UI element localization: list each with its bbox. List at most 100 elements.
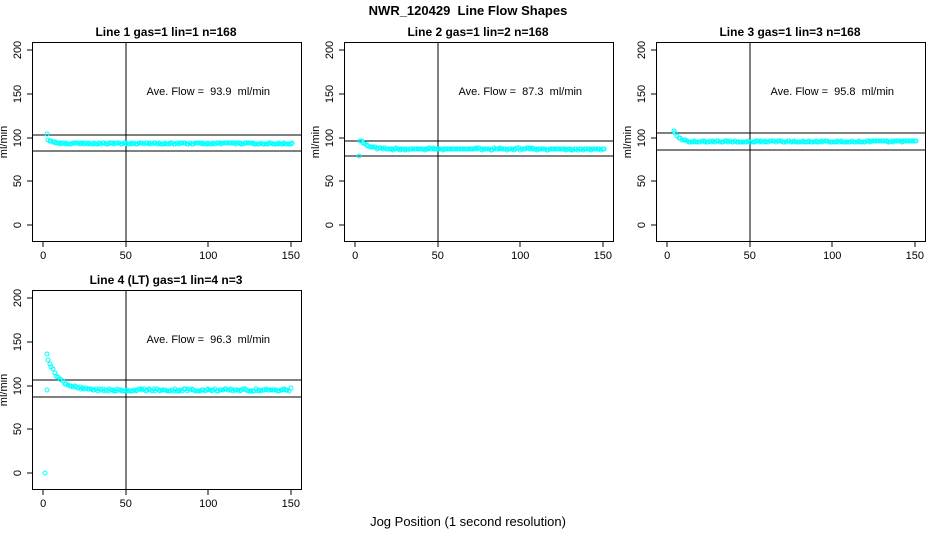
x-tick bbox=[42, 242, 44, 247]
x-axis-label: Jog Position (1 second resolution) bbox=[370, 514, 566, 529]
x-tick bbox=[207, 490, 209, 495]
y-tick bbox=[339, 93, 344, 95]
y-tick bbox=[27, 428, 32, 430]
x-tick bbox=[125, 242, 127, 247]
x-tick bbox=[749, 242, 751, 247]
y-tick-label: 200 bbox=[636, 41, 648, 60]
y-tick bbox=[651, 180, 656, 182]
subplot-title: Line 2 gas=1 lin=2 n=168 bbox=[407, 25, 549, 39]
data-point bbox=[601, 146, 607, 152]
x-tick-label: 150 bbox=[281, 498, 300, 510]
y-tick-label: 200 bbox=[324, 41, 336, 60]
plot-area: ml/min Ave. Flow = 87.3 ml/min 0 50 100 150… bbox=[310, 41, 614, 262]
plot-area: ml/min Ave. Flow = 96.3 ml/min 0 50 100 150… bbox=[0, 289, 302, 510]
flow-tolerance-line bbox=[33, 150, 301, 152]
x-tick-label: 0 bbox=[40, 498, 47, 510]
plot-area: ml/min Ave. Flow = 93.9 ml/min 0 50 100 150… bbox=[0, 41, 302, 262]
y-tick-label: 100 bbox=[324, 128, 336, 147]
y-tick-label: 150 bbox=[636, 84, 648, 104]
x-tick-label: 0 bbox=[352, 250, 359, 262]
subplot-title: Line 3 gas=1 lin=3 n=168 bbox=[719, 25, 861, 39]
y-tick-label: 50 bbox=[12, 423, 24, 436]
y-tick bbox=[651, 224, 656, 226]
x-tick bbox=[831, 242, 833, 247]
x-tick bbox=[666, 242, 668, 247]
x-tick bbox=[914, 242, 916, 247]
subplot-line-1: Line 1 gas=1 lin=1 n=168 ml/min Ave. Flo… bbox=[0, 22, 312, 268]
x-tick bbox=[290, 242, 292, 247]
y-tick-label: 200 bbox=[12, 289, 24, 308]
x-tick bbox=[42, 490, 44, 495]
ave-flow-annotation: Ave. Flow = 93.9 ml/min bbox=[146, 86, 271, 99]
x-tick-label: 0 bbox=[40, 250, 47, 262]
y-tick bbox=[339, 180, 344, 182]
y-tick-label: 50 bbox=[12, 175, 24, 188]
y-tick-label: 100 bbox=[636, 128, 648, 147]
data-point bbox=[286, 388, 292, 394]
subplot-title: Line 4 (LT) gas=1 lin=4 n=3 bbox=[89, 273, 243, 287]
x-tick-label: 0 bbox=[664, 250, 671, 262]
y-axis-label: ml/min bbox=[0, 125, 10, 159]
data-point bbox=[44, 351, 50, 357]
y-tick bbox=[339, 137, 344, 139]
y-tick bbox=[651, 49, 656, 51]
ave-flow-annotation: Ave. Flow = 87.3 ml/min bbox=[458, 86, 583, 99]
subplot-line-4: Line 4 (LT) gas=1 lin=4 n=3 ml/min Ave. … bbox=[0, 270, 312, 516]
x-tick bbox=[519, 242, 521, 247]
y-tick-label: 150 bbox=[12, 332, 24, 352]
x-tick bbox=[207, 242, 209, 247]
data-point bbox=[44, 131, 50, 137]
x-tick-label: 100 bbox=[511, 250, 530, 262]
y-tick bbox=[27, 297, 32, 299]
flow-tolerance-line bbox=[33, 379, 301, 381]
y-tick-label: 100 bbox=[12, 376, 24, 395]
ave-flow-annotation: Ave. Flow = 95.8 ml/min bbox=[770, 86, 895, 99]
y-axis-label: ml/min bbox=[310, 125, 322, 159]
x-tick-label: 100 bbox=[199, 498, 218, 510]
flow-tolerance-line bbox=[33, 134, 301, 136]
y-tick-label: 0 bbox=[324, 221, 336, 228]
x-tick-label: 50 bbox=[119, 250, 132, 262]
subplot-title: Line 1 gas=1 lin=1 n=168 bbox=[95, 25, 237, 39]
x-tick bbox=[290, 490, 292, 495]
x-tick-label: 50 bbox=[119, 498, 132, 510]
y-tick-label: 100 bbox=[12, 128, 24, 147]
data-point bbox=[289, 140, 295, 146]
figure-title: NWR_120429 Line Flow Shapes bbox=[368, 3, 568, 18]
y-tick-label: 50 bbox=[324, 175, 336, 188]
x-tick-label: 150 bbox=[281, 250, 300, 262]
flow-tolerance-line bbox=[33, 396, 301, 398]
y-tick-label: 50 bbox=[636, 175, 648, 188]
x-tick bbox=[354, 242, 356, 247]
y-tick bbox=[27, 472, 32, 474]
plot-area: ml/min Ave. Flow = 95.8 ml/min 0 50 100 150… bbox=[622, 41, 926, 262]
y-tick bbox=[27, 137, 32, 139]
x-tick-label: 50 bbox=[431, 250, 444, 262]
y-tick bbox=[27, 93, 32, 95]
x-tick bbox=[437, 242, 439, 247]
ave-flow-annotation: Ave. Flow = 96.3 ml/min bbox=[146, 334, 271, 347]
y-tick bbox=[27, 385, 32, 387]
y-tick-label: 0 bbox=[12, 221, 24, 228]
y-tick-label: 150 bbox=[324, 84, 336, 104]
y-axis-label: ml/min bbox=[0, 373, 10, 407]
flow-tolerance-line bbox=[657, 149, 925, 151]
x-tick-label: 150 bbox=[905, 250, 924, 262]
y-axis-label: ml/min bbox=[622, 125, 634, 159]
x-tick-label: 100 bbox=[823, 250, 842, 262]
x-tick-label: 150 bbox=[593, 250, 612, 262]
y-tick-label: 200 bbox=[12, 41, 24, 60]
vertical-reference-line bbox=[437, 43, 439, 241]
x-tick-label: 50 bbox=[743, 250, 756, 262]
y-tick bbox=[27, 341, 32, 343]
y-tick bbox=[27, 224, 32, 226]
y-tick-label: 0 bbox=[12, 469, 24, 476]
flow-tolerance-line bbox=[345, 155, 613, 157]
subplot-line-3: Line 3 gas=1 lin=3 n=168 ml/min Ave. Flo… bbox=[622, 22, 936, 268]
data-point bbox=[913, 138, 919, 144]
x-tick bbox=[125, 490, 127, 495]
y-tick-label: 150 bbox=[12, 84, 24, 104]
y-tick bbox=[651, 137, 656, 139]
x-tick-label: 100 bbox=[199, 250, 218, 262]
